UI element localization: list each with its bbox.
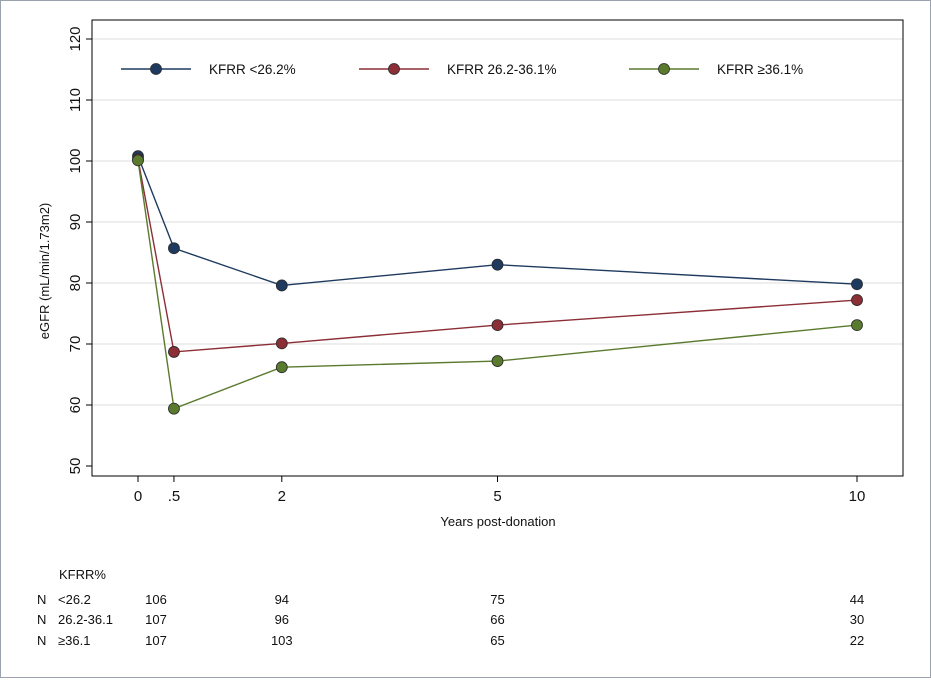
point-kfrr-26-2-2 bbox=[275, 279, 288, 292]
point-kfrr-36-1-2 bbox=[275, 361, 288, 374]
point-kfrr-26-2-36-1-4 bbox=[851, 294, 863, 306]
risk-count-1-2: 66 bbox=[490, 612, 504, 627]
legend-label-kfrr-26-2-36-1: KFRR 26.2-36.1% bbox=[447, 62, 557, 77]
risk-count-1-1: 96 bbox=[275, 612, 289, 627]
legend-label-kfrr-26-2: KFRR <26.2% bbox=[209, 62, 296, 77]
risk-count-1-3: 30 bbox=[850, 612, 864, 627]
y-axis: 50 60 70 80 90 100 110 120 bbox=[67, 26, 92, 474]
point-kfrr-26-2-3 bbox=[491, 258, 504, 271]
legend: KFRR <26.2% KFRR 26.2-36.1% KFRR ≥36.1% bbox=[121, 62, 803, 77]
x-tick-label-4: 10 bbox=[849, 488, 866, 505]
risk-table: KFRR% N <26.2 106 94 75 44 N 26.2-36.1 107 96 66 30… bbox=[37, 567, 864, 648]
risk-row-prefix-0: N bbox=[37, 592, 46, 607]
point-kfrr-36-1-0 bbox=[132, 154, 144, 167]
risk-count-1-0: 107 bbox=[145, 612, 167, 627]
risk-row-prefix-1: N bbox=[37, 612, 46, 627]
x-tick-label-0: 0 bbox=[134, 488, 142, 505]
point-kfrr-26-2-36-1-2 bbox=[275, 337, 288, 350]
x-axis: 0 .5 2 5 10 bbox=[134, 476, 866, 505]
series-lines bbox=[132, 150, 863, 415]
y-tick-label-60: 60 bbox=[67, 397, 84, 414]
legend-label-kfrr-36-1: KFRR ≥36.1% bbox=[717, 62, 803, 77]
point-kfrr-26-2-36-1-3 bbox=[491, 319, 504, 331]
y-tick-label-100: 100 bbox=[67, 148, 84, 173]
x-tick-label-2: 2 bbox=[278, 488, 286, 505]
plot-area-border bbox=[91, 19, 904, 477]
risk-count-2-1: 103 bbox=[271, 633, 293, 648]
y-tick-label-90: 90 bbox=[67, 214, 84, 231]
y-tick-label-80: 80 bbox=[67, 275, 84, 292]
point-kfrr-26-2-1 bbox=[168, 242, 180, 255]
risk-row-label-1: 26.2-36.1 bbox=[58, 612, 113, 627]
series-line-kfrr-36-1 bbox=[137, 160, 858, 410]
point-kfrr-36-1-1 bbox=[168, 402, 180, 415]
grid-lines bbox=[92, 38, 903, 406]
risk-count-0-3: 44 bbox=[850, 592, 864, 607]
y-tick-label-110: 110 bbox=[67, 88, 84, 112]
risk-count-2-3: 22 bbox=[850, 633, 864, 648]
risk-count-0-2: 75 bbox=[490, 592, 504, 607]
legend-marker-kfrr-26-2 bbox=[150, 63, 162, 75]
point-kfrr-36-1-3 bbox=[491, 355, 504, 367]
x-tick-label-1: .5 bbox=[168, 488, 181, 505]
x-axis-label: Years post-donation bbox=[440, 514, 555, 529]
risk-table-header: KFRR% bbox=[59, 567, 106, 582]
point-kfrr-26-2-4 bbox=[851, 278, 863, 291]
risk-count-2-0: 107 bbox=[145, 633, 167, 648]
y-tick-label-70: 70 bbox=[67, 336, 84, 353]
legend-marker-kfrr-26-2-36-1 bbox=[388, 63, 400, 75]
y-tick-label-50: 50 bbox=[67, 458, 84, 475]
point-kfrr-36-1-4 bbox=[851, 319, 863, 331]
point-kfrr-26-2-36-1-1 bbox=[168, 346, 180, 358]
legend-marker-kfrr-36-1 bbox=[658, 63, 670, 75]
risk-count-0-1: 94 bbox=[275, 592, 289, 607]
risk-count-2-2: 65 bbox=[490, 633, 504, 648]
y-tick-label-120: 120 bbox=[67, 26, 84, 51]
risk-row-prefix-2: N bbox=[37, 633, 46, 648]
y-axis-label: eGFR (mL/min/1.73m2) bbox=[37, 203, 52, 340]
risk-row-label-0: <26.2 bbox=[58, 592, 91, 607]
x-tick-label-3: 5 bbox=[493, 488, 501, 505]
risk-count-0-0: 106 bbox=[145, 592, 167, 607]
risk-row-label-2: ≥36.1 bbox=[58, 633, 90, 648]
